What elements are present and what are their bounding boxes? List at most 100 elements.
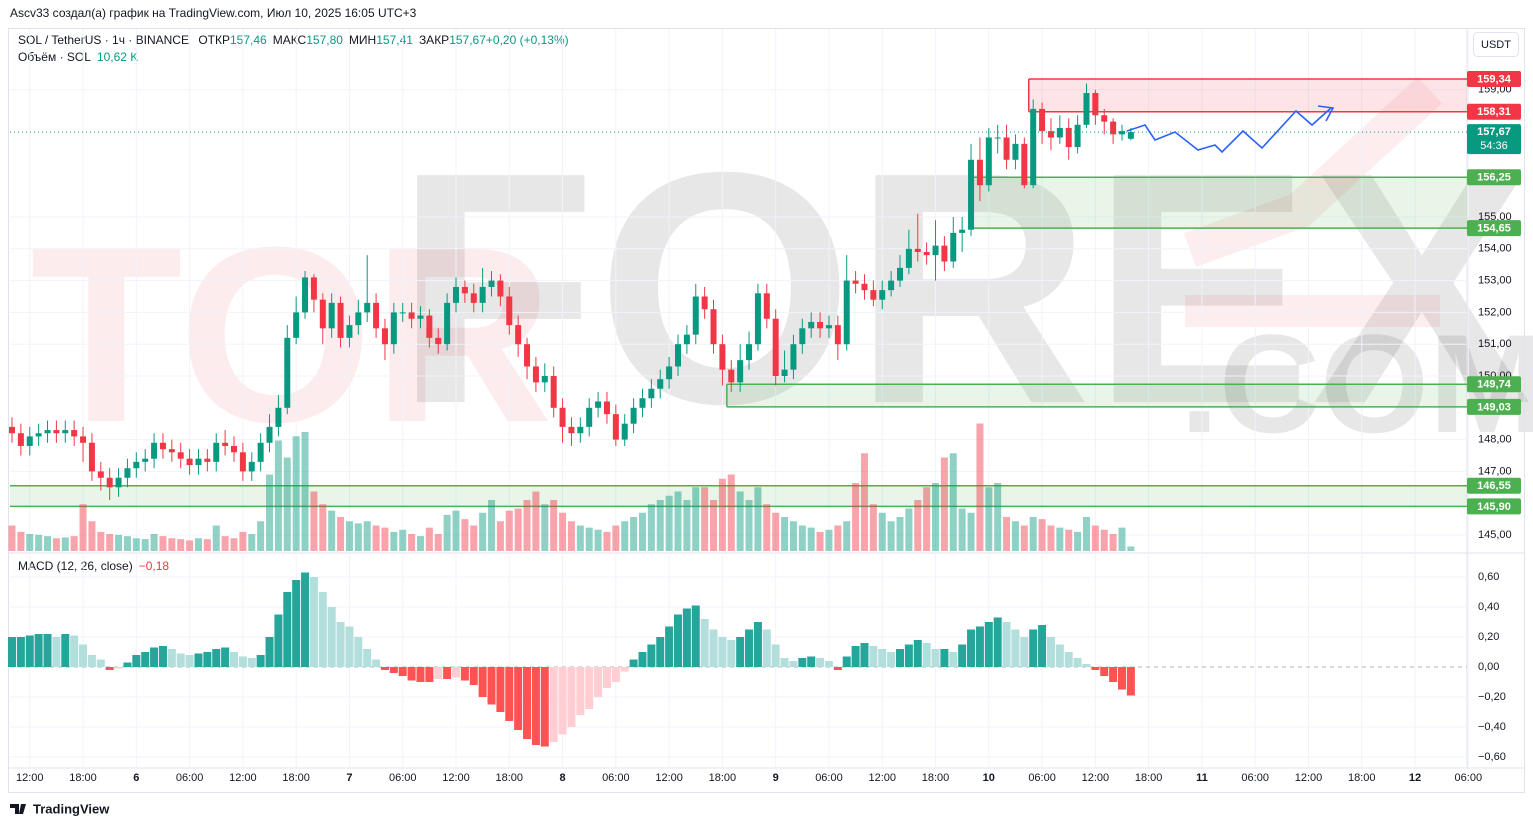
volume-bar xyxy=(1020,525,1028,551)
candle-body xyxy=(1056,127,1063,138)
candle-body xyxy=(248,461,255,472)
macd-bar xyxy=(922,643,931,667)
volume-bar xyxy=(274,440,282,551)
legend-value: 157,80 xyxy=(306,33,343,47)
x-tick-label: 18:00 xyxy=(1135,772,1163,784)
volume-bar xyxy=(354,523,362,551)
candle-body xyxy=(994,137,1001,139)
macd-bar xyxy=(8,637,16,667)
x-tick-label: 10 xyxy=(983,772,995,784)
candle-body xyxy=(417,315,424,319)
candle-body xyxy=(1074,124,1081,148)
candle-body xyxy=(115,477,122,488)
volume-bar xyxy=(985,487,993,551)
candle-body xyxy=(914,248,921,252)
price-label: 149,03 xyxy=(1477,401,1511,413)
volume-bar xyxy=(123,536,131,551)
macd-bar xyxy=(25,635,34,667)
macd-bar xyxy=(611,667,620,682)
volume-bar xyxy=(212,525,220,551)
macd-bar xyxy=(753,622,762,667)
candle-body xyxy=(932,245,939,256)
candle-body xyxy=(675,344,681,367)
volume-bar xyxy=(381,527,389,551)
macd-bar xyxy=(940,649,949,667)
volume-bar xyxy=(745,500,753,551)
candle-body xyxy=(843,280,850,345)
volume-bar xyxy=(79,504,87,551)
volume-bar xyxy=(1074,531,1082,551)
macd-bar xyxy=(425,667,434,682)
volume-bar xyxy=(665,495,673,551)
price-label: 158,31 xyxy=(1477,106,1511,118)
macd-bar xyxy=(256,655,265,667)
candle-body xyxy=(559,407,566,427)
volume-bar xyxy=(319,504,327,551)
currency-button[interactable] xyxy=(1473,32,1519,57)
currency-label[interactable]: USDT xyxy=(1481,39,1511,51)
candle-body xyxy=(515,325,522,345)
volume-bar xyxy=(505,510,513,551)
macd-bar xyxy=(594,667,603,697)
macd-bar xyxy=(460,667,469,681)
volume-bar xyxy=(994,483,1002,551)
volume-bar xyxy=(248,534,256,551)
candle-body xyxy=(603,401,610,415)
candle-body xyxy=(683,334,690,345)
macd-bar xyxy=(656,637,665,667)
volume-bar xyxy=(940,457,948,551)
volume-bar xyxy=(683,500,691,551)
candle-body xyxy=(257,442,264,462)
candle-body xyxy=(9,426,15,434)
volume-bar xyxy=(26,534,34,551)
volume-bar xyxy=(1011,521,1019,551)
volume-bar xyxy=(1029,517,1037,551)
macd-bar xyxy=(567,667,576,727)
candle-body xyxy=(737,360,744,383)
volume-bar xyxy=(523,500,531,551)
macd-bar xyxy=(274,614,283,667)
macd-bar xyxy=(16,637,25,667)
macd-bar xyxy=(949,652,958,667)
x-tick-label: 06:00 xyxy=(176,772,204,784)
legend-label: МИН xyxy=(349,33,376,47)
zone-fill xyxy=(1028,78,1467,112)
candle-body xyxy=(763,293,770,319)
volume-bar xyxy=(177,539,185,551)
price-label: 149,74 xyxy=(1477,379,1512,391)
candle-body xyxy=(1047,131,1054,138)
candle-body xyxy=(1003,137,1010,160)
candle-body xyxy=(888,280,895,291)
candle-body xyxy=(817,321,824,329)
y-tick-label: 153,00 xyxy=(1478,275,1512,287)
volume-bar xyxy=(825,529,833,551)
candle-body xyxy=(346,325,353,338)
macd-bar xyxy=(70,635,79,667)
price-label-box xyxy=(1467,220,1521,237)
volume-bar xyxy=(923,487,931,551)
volume-bar xyxy=(852,483,860,551)
volume-bar xyxy=(532,491,540,551)
volume-bar xyxy=(949,453,957,551)
volume-bar xyxy=(328,510,336,551)
candle-body xyxy=(319,299,326,329)
volume-bar xyxy=(1056,527,1064,551)
volume-bar xyxy=(337,517,345,551)
volume-bar xyxy=(301,432,309,551)
legend-value: 157,41 xyxy=(376,33,413,47)
y-tick-label: 147,00 xyxy=(1478,465,1512,477)
volume-bar xyxy=(283,457,291,551)
x-tick-label: 06:00 xyxy=(1028,772,1056,784)
macd-bar xyxy=(87,655,96,667)
candle-body xyxy=(532,366,539,383)
macd-bar xyxy=(52,637,61,667)
macd-bar xyxy=(1091,667,1100,670)
candle-body xyxy=(692,296,699,335)
zone-fill xyxy=(969,177,1467,229)
macd-bar xyxy=(283,592,292,667)
countdown-label: 54:36 xyxy=(1480,140,1508,152)
volume-bar xyxy=(1109,534,1117,551)
macd-bar xyxy=(194,653,203,667)
volume-bar xyxy=(132,538,140,551)
macd-bar xyxy=(265,637,274,667)
